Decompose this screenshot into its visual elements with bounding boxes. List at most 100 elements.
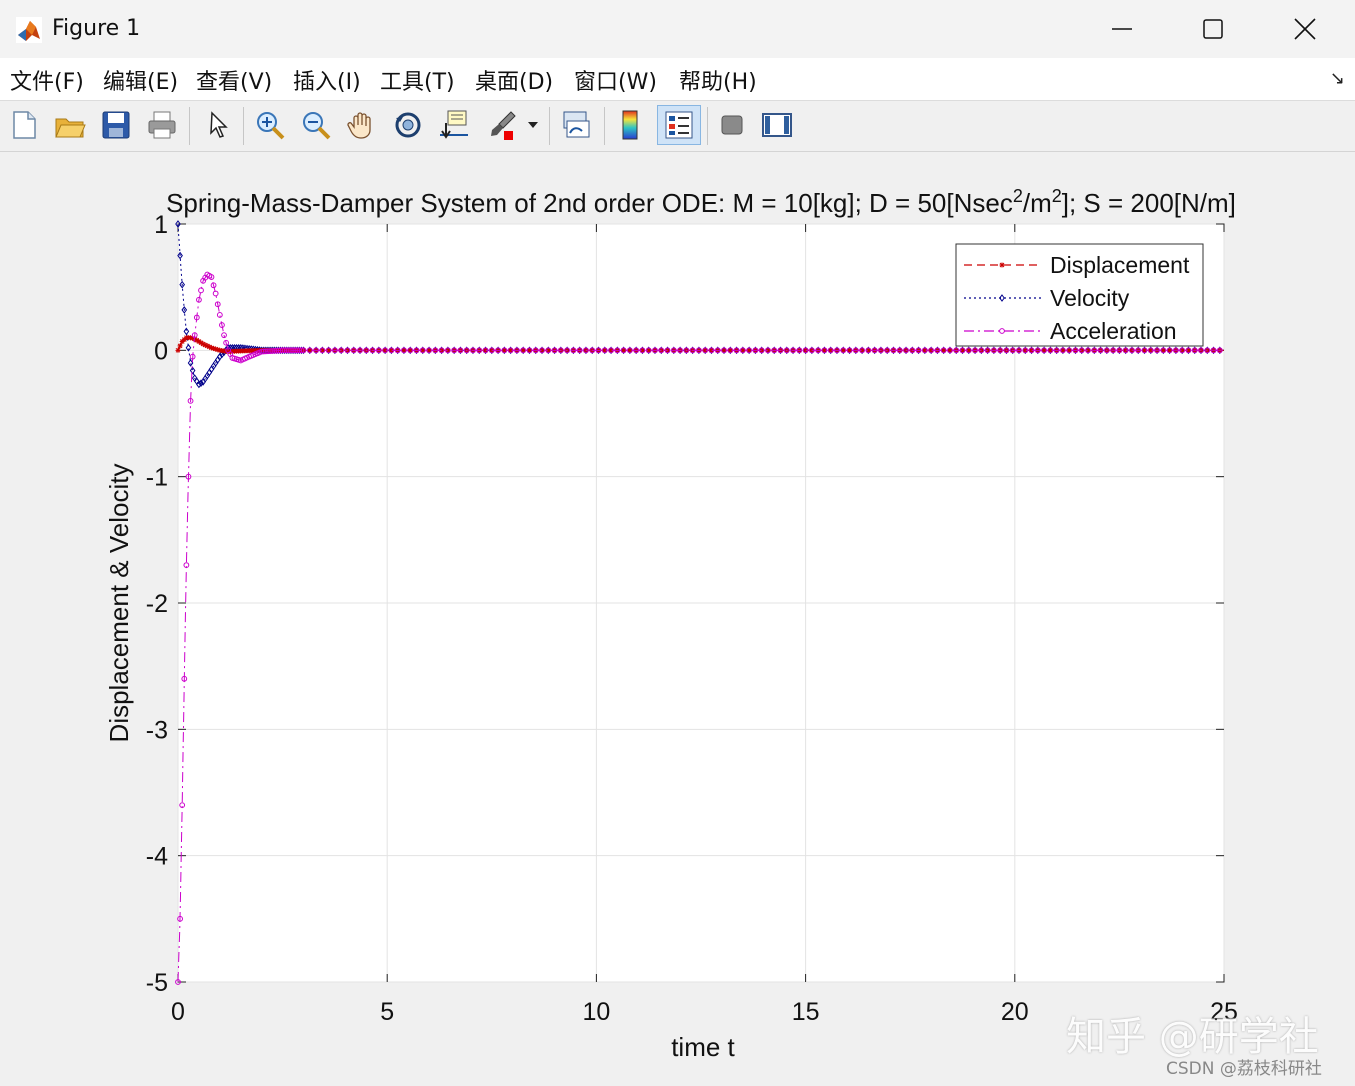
data-point-marker xyxy=(808,347,815,354)
data-point-marker xyxy=(645,347,652,354)
legend-label: Acceleration xyxy=(1050,318,1177,344)
data-point-marker xyxy=(1003,347,1010,354)
link-plot-icon xyxy=(563,111,590,138)
series-group xyxy=(175,220,1225,985)
data-point-marker xyxy=(884,347,891,354)
legend[interactable]: Displacement Velocity Acceleration xyxy=(955,243,1204,347)
data-point-marker xyxy=(1154,347,1160,354)
show-plot-tools-icon xyxy=(762,113,792,137)
data-point-marker xyxy=(445,347,451,353)
plot-svg[interactable]: Spring-Mass-Damper System of 2nd order O… xyxy=(1,152,1354,1084)
data-point-marker xyxy=(865,347,871,353)
data-point-marker xyxy=(721,347,727,354)
data-point-marker xyxy=(765,347,771,354)
minimize-button[interactable] xyxy=(1077,0,1167,58)
legend-button[interactable] xyxy=(657,105,701,145)
menu-window[interactable]: 窗口(W) xyxy=(574,70,657,95)
data-point-marker xyxy=(177,343,183,349)
data-point-marker xyxy=(564,347,571,354)
data-point-marker xyxy=(1129,347,1135,354)
data-point-marker xyxy=(196,380,202,389)
data-point-marker xyxy=(815,347,822,354)
data-point-marker xyxy=(827,347,834,354)
brush-button[interactable] xyxy=(484,105,520,145)
new-figure-button[interactable] xyxy=(6,105,42,145)
print-icon xyxy=(148,111,176,139)
save-button[interactable] xyxy=(98,105,134,145)
menu-help[interactable]: 帮助(H) xyxy=(679,70,757,95)
print-button[interactable] xyxy=(144,105,180,145)
data-point-marker xyxy=(1097,347,1104,354)
data-point-marker xyxy=(1147,347,1154,354)
data-point-marker xyxy=(306,347,313,354)
legend-item[interactable]: Velocity xyxy=(964,285,1130,311)
zoom-in-button[interactable] xyxy=(252,105,288,145)
data-point-marker xyxy=(204,343,210,349)
menu-view[interactable]: 查看(V) xyxy=(196,70,273,95)
data-point-marker xyxy=(941,347,947,353)
menu-desktop[interactable]: 桌面(D) xyxy=(475,70,554,95)
data-point-marker xyxy=(608,347,614,354)
legend-item[interactable]: Displacement xyxy=(964,252,1190,278)
data-point-marker xyxy=(539,347,545,354)
data-point-marker xyxy=(999,294,1005,302)
data-point-marker xyxy=(947,347,953,353)
data-point-marker xyxy=(1122,347,1129,354)
data-point-marker xyxy=(821,347,827,353)
data-point-marker xyxy=(202,342,208,348)
data-point-marker xyxy=(696,347,702,354)
data-point-marker xyxy=(921,347,928,354)
data-point-marker xyxy=(215,347,221,353)
menu-tools[interactable]: 工具(T) xyxy=(380,70,455,95)
legend-item[interactable]: Acceleration xyxy=(964,318,1177,344)
data-point-marker xyxy=(495,347,501,354)
data-point-marker xyxy=(185,343,192,352)
link-plot-button[interactable] xyxy=(558,105,594,145)
y-tick-label: -1 xyxy=(146,464,168,492)
data-point-marker xyxy=(198,287,204,294)
zoom-out-button[interactable] xyxy=(298,105,334,145)
data-point-marker xyxy=(940,347,947,354)
data-point-marker xyxy=(326,347,332,353)
pan-icon xyxy=(347,112,371,139)
window-title: Figure 1 xyxy=(52,16,141,41)
show-plot-tools-button[interactable] xyxy=(759,105,795,145)
close-button[interactable] xyxy=(1260,0,1350,58)
menu-insert[interactable]: 插入(I) xyxy=(293,70,361,95)
data-point-marker xyxy=(802,347,809,354)
data-point-marker xyxy=(189,353,196,360)
data-point-marker xyxy=(984,347,991,354)
data-cursor-icon xyxy=(440,110,468,139)
maximize-button[interactable] xyxy=(1168,0,1258,58)
brush-dropdown[interactable] xyxy=(523,105,543,145)
data-point-marker xyxy=(928,347,935,354)
pan-button[interactable] xyxy=(344,105,380,145)
data-point-marker xyxy=(338,347,345,354)
data-point-marker xyxy=(219,322,225,328)
open-file-button[interactable] xyxy=(52,105,88,145)
x-tick-label: 0 xyxy=(171,998,185,1026)
menu-file[interactable]: 文件(F) xyxy=(10,70,84,95)
data-point-marker xyxy=(664,347,671,354)
data-point-marker xyxy=(208,274,215,280)
colorbar-button[interactable] xyxy=(612,105,648,145)
menu-edit[interactable]: 编辑(E) xyxy=(103,70,179,95)
toolbar-separator xyxy=(707,107,708,145)
rotate-3d-button[interactable] xyxy=(390,105,426,145)
data-point-marker xyxy=(426,347,432,354)
pointer-button[interactable] xyxy=(200,105,236,145)
data-point-marker xyxy=(652,347,658,354)
data-point-marker xyxy=(382,347,388,353)
data-cursor-button[interactable] xyxy=(436,105,472,145)
dock-figure-icon[interactable]: ↘ xyxy=(1329,68,1345,89)
data-point-marker xyxy=(539,347,545,353)
hide-plot-tools-button[interactable] xyxy=(714,105,750,145)
rotate-3d-icon xyxy=(395,112,421,138)
data-point-marker xyxy=(859,347,865,354)
data-point-marker xyxy=(319,347,326,354)
x-tick-label: 25 xyxy=(1210,998,1238,1026)
data-point-marker xyxy=(211,345,217,351)
data-point-marker xyxy=(953,347,960,354)
data-point-marker xyxy=(1047,347,1053,353)
data-point-marker xyxy=(1167,347,1173,353)
